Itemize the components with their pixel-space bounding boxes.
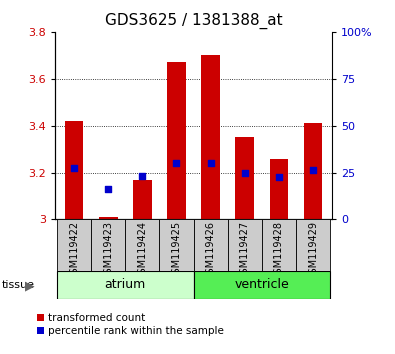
FancyBboxPatch shape [91,219,125,271]
Point [242,170,248,176]
Text: GSM119429: GSM119429 [308,221,318,280]
Title: GDS3625 / 1381388_at: GDS3625 / 1381388_at [105,13,282,29]
Text: GSM119427: GSM119427 [240,221,250,280]
Bar [235,137,254,219]
Text: GSM119428: GSM119428 [274,221,284,280]
Text: GSM119424: GSM119424 [137,221,147,280]
Text: atrium: atrium [105,279,146,291]
Point [71,165,77,171]
Text: tissue: tissue [2,280,35,290]
FancyBboxPatch shape [194,271,330,299]
Point [310,167,316,173]
Bar [65,121,83,219]
FancyBboxPatch shape [125,219,160,271]
FancyBboxPatch shape [160,219,194,271]
FancyBboxPatch shape [262,219,296,271]
Bar [167,62,186,219]
FancyBboxPatch shape [194,219,228,271]
Point [276,175,282,180]
Bar [133,179,152,219]
Point [105,186,111,192]
Text: GSM119426: GSM119426 [206,221,216,280]
Legend: transformed count, percentile rank within the sample: transformed count, percentile rank withi… [37,313,224,336]
Text: ▶: ▶ [25,279,34,292]
Bar [201,55,220,219]
Text: GSM119422: GSM119422 [69,221,79,280]
Bar [304,123,322,219]
FancyBboxPatch shape [57,271,194,299]
FancyBboxPatch shape [228,219,262,271]
Bar [269,159,288,219]
Point [173,160,180,166]
Bar [99,217,118,219]
FancyBboxPatch shape [57,219,91,271]
Point [139,173,145,179]
Text: ventricle: ventricle [235,279,289,291]
FancyBboxPatch shape [296,219,330,271]
Point [207,160,214,166]
Text: GSM119425: GSM119425 [171,221,181,280]
Text: GSM119423: GSM119423 [103,221,113,280]
